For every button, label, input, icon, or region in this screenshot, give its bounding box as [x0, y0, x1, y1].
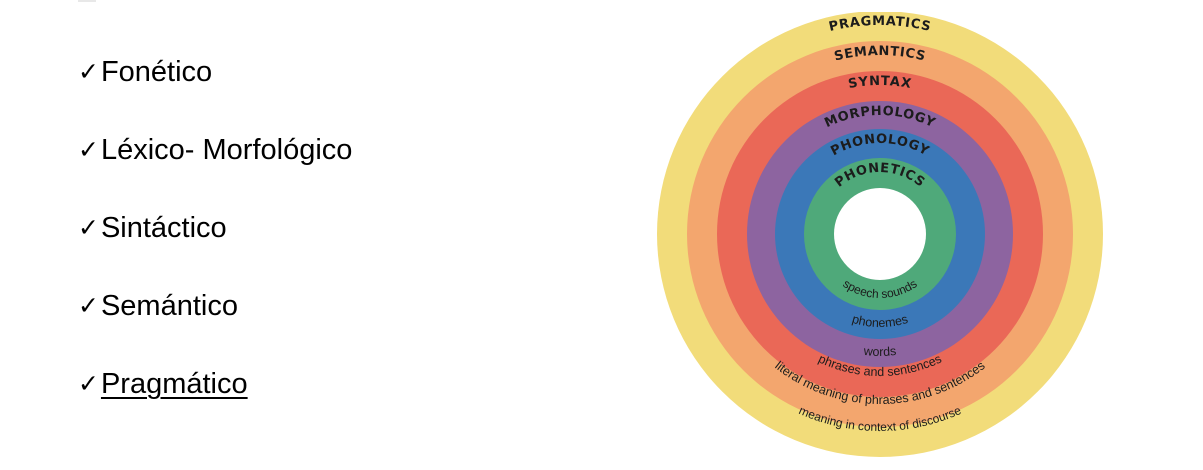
level-item-semantico: ✓ Semántico [78, 286, 352, 364]
checkmark-icon: ✓ [78, 291, 99, 320]
level-item-fonetico: ✓ Fonético [78, 52, 352, 130]
ring-center [834, 188, 926, 280]
level-item-sintactico: ✓ Sintáctico [78, 208, 352, 286]
checkmark-icon: ✓ [78, 213, 99, 242]
linguistic-levels-list: ✓ Fonético ✓ Léxico- Morfológico ✓ Sintá… [78, 52, 352, 442]
checkmark-icon: ✓ [78, 57, 99, 86]
ring-desc-morphology: words [862, 344, 897, 359]
slide-decoration [78, 0, 96, 2]
ring-title-pragmatics: PRAGMATICS [828, 14, 933, 35]
level-label: Fonético [100, 56, 213, 88]
level-item-lexico-morfologico: ✓ Léxico- Morfológico [78, 130, 352, 208]
checkmark-icon: ✓ [78, 135, 99, 164]
level-item-pragmatico: ✓ Pragmático [78, 364, 352, 442]
level-label-link[interactable]: Pragmático [100, 368, 248, 400]
level-label: Sintáctico [100, 212, 227, 244]
level-label: Léxico- Morfológico [100, 134, 353, 166]
level-label: Semántico [100, 290, 238, 322]
ring-title-syntax: SYNTAX [847, 74, 913, 92]
ring-desc-phonology: phonemes [851, 312, 910, 330]
ring-title-semantics: SEMANTICS [833, 44, 927, 65]
checkmark-icon: ✓ [78, 369, 99, 398]
